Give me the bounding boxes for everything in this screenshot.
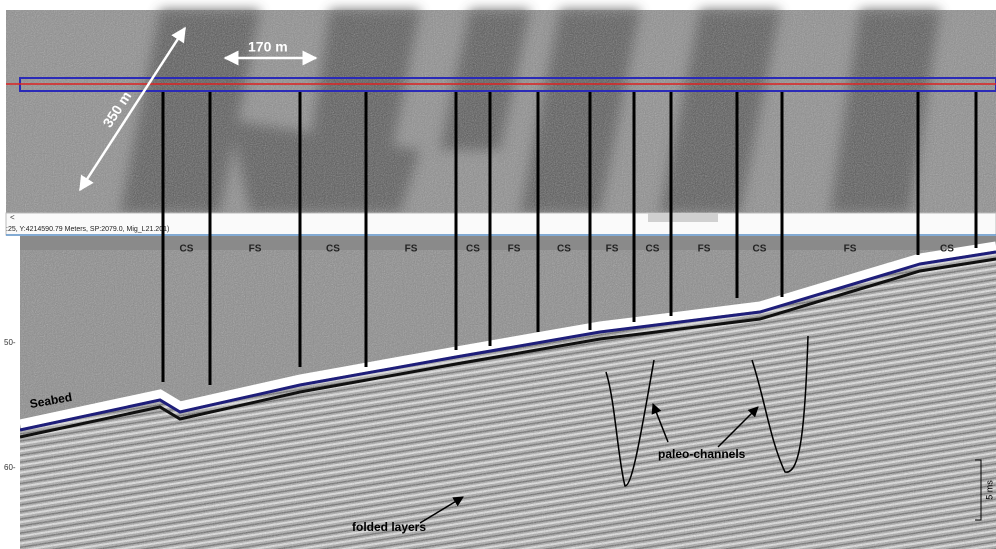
figure: 350 m 170 m < :25, Y:4214590.79 Meters, …: [0, 0, 996, 549]
segment-label: CS: [646, 244, 660, 255]
channel-label: paleo-channels: [658, 447, 746, 461]
svg-text:<: <: [10, 213, 15, 222]
segment-label: CS: [326, 244, 340, 255]
seismic-profile: Seabed paleo-channels folded layers 5 ms…: [0, 236, 996, 549]
segment-label: CS: [180, 244, 194, 255]
segment-label: CS: [466, 244, 480, 255]
segment-label: FS: [606, 244, 619, 255]
fold-label: folded layers: [352, 520, 426, 534]
segment-label: FS: [508, 244, 521, 255]
status-bar: < :25, Y:4214590.79 Meters, SP:2079.0, M…: [6, 213, 996, 235]
segment-label: FS: [405, 244, 418, 255]
depth-label: 60-: [4, 463, 16, 472]
segment-label: CS: [753, 244, 767, 255]
segment-label: CS: [940, 244, 954, 255]
segment-label: CS: [557, 244, 571, 255]
depth-label: 50-: [4, 338, 16, 347]
time-scale-label: 5 ms: [984, 480, 994, 500]
scale-label: 170 m: [248, 39, 288, 55]
segment-label: FS: [844, 244, 857, 255]
segment-label: FS: [698, 244, 711, 255]
segment-label: FS: [249, 244, 262, 255]
sidescan-panel: 350 m 170 m: [6, 10, 996, 213]
status-text: :25, Y:4214590.79 Meters, SP:2079.0, Mig…: [6, 226, 169, 233]
